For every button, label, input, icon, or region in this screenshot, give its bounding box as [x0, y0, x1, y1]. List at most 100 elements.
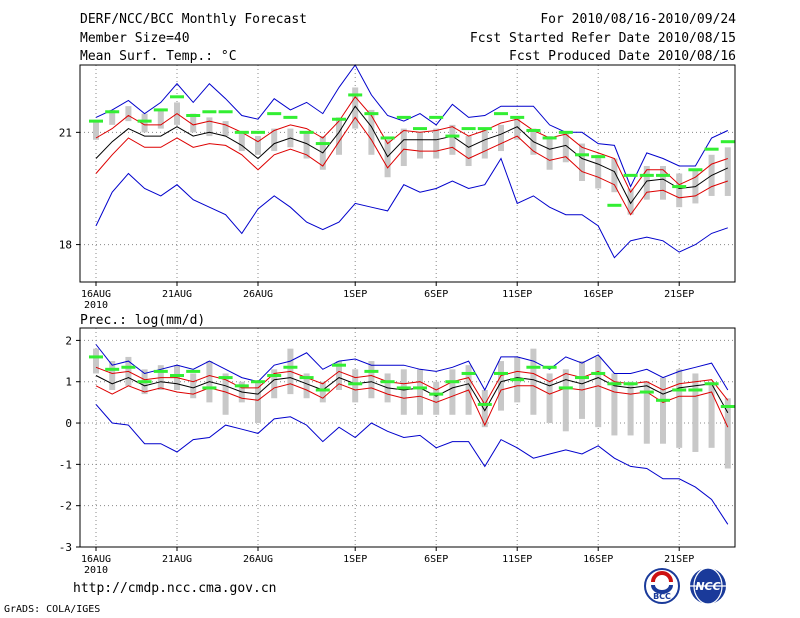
precip-panel-title: Prec.: log(mm/d)	[80, 313, 205, 328]
temp-series-min	[95, 157, 728, 259]
temp-member-mark	[477, 127, 492, 131]
precip-member-mark	[299, 376, 314, 380]
temp-xtick-label: 16AUG	[81, 289, 111, 300]
temp-member-mark	[186, 114, 201, 118]
precip-member-mark	[202, 386, 217, 390]
precip-member-mark	[704, 382, 719, 386]
precip-ensemble-bar	[271, 369, 278, 399]
temp-member-mark	[639, 173, 654, 177]
temp-member-mark	[575, 153, 589, 157]
precip-ensemble-bar	[449, 369, 456, 415]
precip-ensemble-bar	[627, 381, 634, 436]
precip-member-mark	[218, 376, 233, 380]
precip-xtick-label: 16SEP	[583, 554, 613, 565]
precip-member-mark	[623, 382, 638, 386]
temp-member-mark	[510, 115, 525, 119]
temp-ensemble-bar	[660, 166, 666, 200]
precip-ensemble-bar	[692, 373, 699, 452]
precip-member-mark	[445, 380, 460, 384]
temp-ensemble-bar	[109, 109, 116, 125]
precip-member-mark	[477, 402, 492, 406]
precip-member-mark	[542, 365, 557, 369]
precip-member-mark	[429, 392, 444, 396]
precip-ensemble-bar	[368, 361, 375, 399]
precip-xtick-label: 11SEP	[502, 554, 532, 565]
precip-member-mark	[105, 367, 120, 371]
precip-member-mark	[672, 388, 687, 392]
precip-ensemble-bar	[222, 373, 229, 415]
precip-series-min	[95, 404, 729, 525]
bcc-logo: BCC	[644, 568, 680, 604]
temp-member-mark	[218, 110, 233, 114]
precip-member-mark	[720, 405, 735, 409]
precip-member-mark	[234, 384, 249, 388]
precip-ensemble-bar	[724, 398, 731, 469]
precip-ensemble-bar	[611, 373, 618, 436]
precip-ytick-label: -3	[59, 541, 72, 554]
precip-member-mark	[170, 374, 184, 378]
precip-xtick-label: 21AUG	[162, 554, 192, 565]
temp-ensemble-bar	[336, 117, 342, 155]
precip-member-mark	[364, 369, 379, 373]
temp-ensemble-bar	[125, 106, 132, 122]
precip-ensemble-bar	[676, 369, 683, 448]
temp-member-mark	[558, 130, 573, 134]
temp-ensemble-bar	[303, 132, 310, 159]
precip-ensemble-bar	[190, 373, 197, 399]
temp-member-mark	[364, 112, 379, 116]
precip-member-mark	[153, 369, 168, 373]
precip-ensemble-bar	[417, 369, 423, 415]
temp-ensemble-bar	[384, 139, 391, 178]
temp-ensemble-bar	[514, 117, 521, 140]
precip-series-lower	[95, 383, 729, 428]
ncc-logo-text: NCC	[695, 580, 720, 593]
temp-ensemble-bar	[481, 128, 488, 159]
temp-year-label: 2010	[84, 300, 108, 311]
precipitation-panel: 16AUG 21AUG 26AUG 1SEP 6SEP 11SEP 16SEP 21SEP20…	[59, 327, 736, 576]
temp-member-mark	[348, 93, 363, 97]
precip-ytick-label: -2	[59, 500, 72, 513]
precip-member-mark	[315, 388, 330, 392]
bcc-logo-text: BCC	[653, 592, 671, 601]
ncc-logo: NCC	[690, 567, 726, 605]
precip-member-mark	[332, 363, 346, 367]
precip-ensemble-bar	[336, 361, 342, 390]
temp-ensemble-bar	[238, 132, 245, 152]
precip-member-mark	[688, 388, 703, 392]
temp-ensemble-bar	[724, 147, 731, 196]
temp-member-mark	[251, 130, 265, 134]
source-url[interactable]: http://cmdp.ncc.cma.gov.cn	[73, 581, 277, 596]
bcc-logo-red-arc	[651, 571, 673, 583]
temp-ensemble-bar	[562, 132, 569, 163]
temp-member-mark	[396, 115, 411, 119]
temp-member-mark	[445, 134, 460, 138]
temp-member-mark	[332, 117, 346, 121]
temp-ensemble-bar	[157, 109, 164, 129]
temp-ensemble-bar	[465, 136, 472, 167]
temp-ensemble-bar	[546, 136, 553, 170]
precip-ensemble-bar	[400, 369, 407, 415]
temp-member-mark	[267, 112, 282, 116]
temp-xtick-label: 26AUG	[243, 289, 273, 300]
temp-ensemble-bar	[222, 121, 229, 137]
precip-xtick-label: 26AUG	[243, 554, 273, 565]
temp-ensemble-bar	[93, 121, 99, 140]
temp-ensemble-bar	[433, 128, 440, 159]
temp-xtick-label: 21SEP	[664, 289, 694, 300]
precip-ytick-label: 0	[65, 417, 72, 430]
precip-series-upper	[95, 366, 729, 406]
temp-series-mean	[95, 105, 729, 205]
precip-ensemble-bar	[93, 348, 99, 374]
temp-member-mark	[526, 128, 541, 132]
temp-member-mark	[672, 185, 687, 189]
precip-member-mark	[510, 378, 525, 382]
temp-ensemble-bar	[368, 109, 375, 155]
temp-ensemble-bar	[627, 188, 634, 215]
temp-ensemble-bar	[449, 124, 456, 155]
temp-member-mark	[283, 115, 298, 119]
precip-ensemble-bar	[498, 361, 504, 411]
temp-member-mark	[170, 95, 184, 99]
temp-member-mark	[542, 136, 557, 140]
temp-member-mark	[153, 108, 168, 112]
